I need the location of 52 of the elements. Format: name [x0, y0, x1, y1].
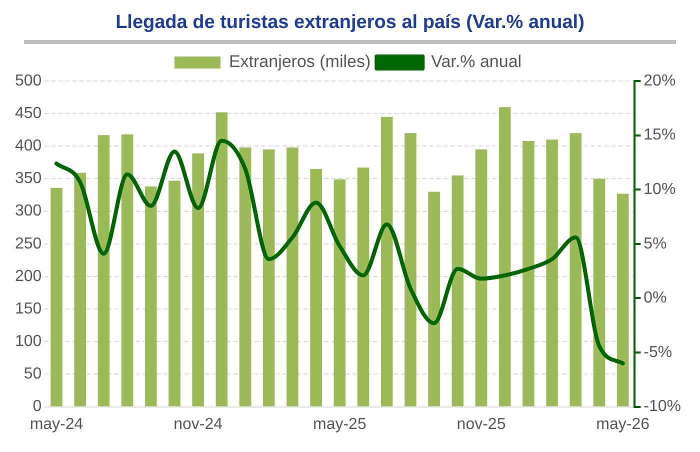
- y-tick-label: 200: [14, 268, 42, 285]
- bar: [121, 134, 134, 406]
- bar: [262, 149, 275, 406]
- y-tick-label: 250: [14, 235, 42, 252]
- bar: [404, 133, 416, 406]
- line-series: [54, 138, 625, 366]
- x-tick-label: nov-25: [456, 416, 506, 433]
- bar: [334, 179, 346, 406]
- y-tick-label: 350: [14, 170, 42, 188]
- y-tick-label: 100: [14, 333, 42, 350]
- x-tick-label: may-26: [596, 416, 650, 433]
- y-tick-label: 400: [14, 138, 42, 155]
- x-tick-label: nov-24: [174, 416, 223, 433]
- bar: [546, 140, 558, 406]
- bar: [50, 188, 62, 406]
- bar: [522, 140, 534, 406]
- bar: [74, 172, 86, 406]
- bar: [98, 135, 110, 406]
- bar: [452, 175, 464, 406]
- bar: [286, 147, 298, 406]
- y2-tick-label: 0%: [644, 290, 667, 307]
- y-tick-label: 150: [14, 300, 42, 318]
- y2-tick-label: -5%: [644, 344, 672, 361]
- y2-tick-label: 15%: [644, 126, 676, 144]
- bar: [570, 133, 582, 406]
- y-tick-label: 450: [14, 104, 42, 122]
- bar: [428, 192, 440, 406]
- bar: [380, 116, 393, 406]
- bar: [616, 194, 629, 406]
- x-tick-label: may-25: [312, 416, 366, 433]
- bar: [216, 112, 228, 406]
- bar: [168, 180, 180, 406]
- chart-title: Llegada de turistas extranjeros al país (Var.% anual): [114, 11, 586, 34]
- bar: [498, 107, 511, 406]
- bar: [475, 149, 488, 406]
- y2-tick-label: 10%: [644, 181, 676, 198]
- bar: [239, 147, 252, 406]
- legend-label: Extranjeros (miles): [228, 52, 371, 72]
- y2-tick-label: 20%: [644, 72, 676, 90]
- bar: [357, 168, 370, 406]
- x-tick-label: may-24: [30, 416, 84, 433]
- y-tick-label: 300: [14, 202, 42, 220]
- bar: [192, 153, 204, 406]
- y2-tick-label: -10%: [644, 398, 682, 416]
- bar: [144, 186, 157, 406]
- y-tick-label: 0: [32, 398, 42, 416]
- y-tick-label: 50: [24, 366, 42, 383]
- bar: [593, 178, 606, 406]
- bar: [310, 168, 322, 406]
- legend-label: Var.% anual: [431, 52, 522, 72]
- y2-tick-label: 5%: [644, 235, 667, 252]
- y-tick-label: 500: [14, 72, 42, 90]
